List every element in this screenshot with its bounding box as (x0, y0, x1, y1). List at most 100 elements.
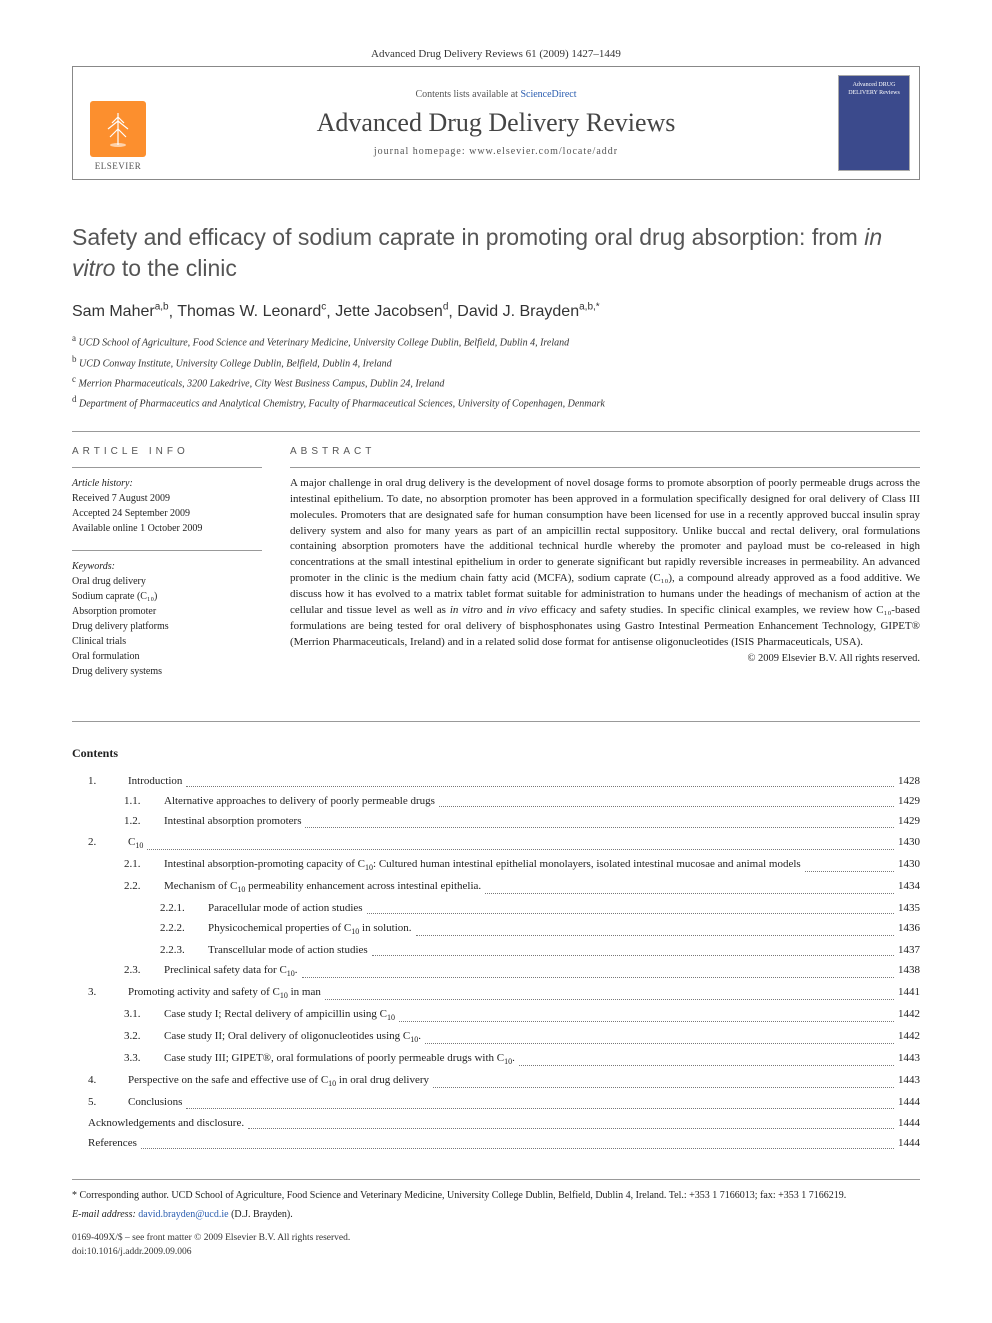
abstract-text: A major challenge in oral drug delivery … (290, 476, 920, 651)
toc-leader-dots (372, 940, 894, 956)
toc-leader-dots (186, 1092, 894, 1108)
toc-title: Preclinical safety data for C10. (164, 960, 298, 982)
running-head: Advanced Drug Delivery Reviews 61 (2009)… (72, 48, 920, 60)
corresponding-author-note: * Corresponding author. UCD School of Ag… (72, 1188, 920, 1203)
toc-leader-dots (433, 1070, 894, 1088)
page: Advanced Drug Delivery Reviews 61 (2009)… (0, 0, 992, 1289)
toc-row[interactable]: 4. Perspective on the safe and effective… (72, 1070, 920, 1092)
toc-row[interactable]: 2.2.3. Transcellular mode of action stud… (72, 940, 920, 960)
abstract-label: abstract (290, 446, 920, 457)
toc-title: Promoting activity and safety of C10 in … (128, 982, 321, 1004)
toc-row[interactable]: Acknowledgements and disclosure. 1444 (72, 1113, 920, 1133)
toc-leader-dots (302, 960, 894, 978)
toc-title: Intestinal absorption-promoting capacity… (164, 854, 801, 876)
toc-row[interactable]: 2.2. Mechanism of C10 permeability enhan… (72, 876, 920, 898)
toc-title: Acknowledgements and disclosure. (88, 1113, 244, 1133)
toc-row[interactable]: 3. Promoting activity and safety of C10 … (72, 982, 920, 1004)
email-line: E-mail address: david.brayden@ucd.ie (D.… (72, 1207, 920, 1222)
toc-num: 2. (88, 832, 128, 854)
toc-row[interactable]: 2.1. Intestinal absorption-promoting cap… (72, 854, 920, 876)
keywords-label: Keywords: (72, 559, 262, 574)
divider (290, 467, 920, 468)
toc-row[interactable]: 5. Conclusions 1444 (72, 1092, 920, 1112)
history-accepted: Accepted 24 September 2009 (72, 506, 262, 521)
toc-title: Case study I; Rectal delivery of ampicil… (164, 1004, 395, 1026)
toc-leader-dots (416, 918, 894, 936)
affiliation: c Merrion Pharmaceuticals, 3200 Lakedriv… (72, 372, 920, 392)
homepage-url[interactable]: www.elsevier.com/locate/addr (469, 146, 618, 157)
journal-name: Advanced Drug Delivery Reviews (171, 108, 821, 138)
toc-page: 1443 (898, 1048, 920, 1070)
toc-num: 4. (88, 1070, 128, 1092)
toc-page: 1444 (898, 1133, 920, 1153)
toc-leader-dots (141, 1133, 894, 1149)
toc-page: 1430 (898, 854, 920, 876)
author: Thomas W. Leonardc (177, 303, 326, 320)
corresponding-email[interactable]: david.brayden@ucd.ie (138, 1209, 228, 1220)
title-pre: Safety and efficacy of sodium caprate in… (72, 224, 864, 250)
toc-page: 1436 (898, 918, 920, 940)
toc-row[interactable]: 2. C10 1430 (72, 832, 920, 854)
toc-row[interactable]: 3.2. Case study II; Oral delivery of oli… (72, 1026, 920, 1048)
affiliation: d Department of Pharmaceutics and Analyt… (72, 392, 920, 412)
toc-row[interactable]: 2.2.2. Physicochemical properties of C10… (72, 918, 920, 940)
toc-row[interactable]: 2.3. Preclinical safety data for C10. 14… (72, 960, 920, 982)
toc-title: References (88, 1133, 137, 1153)
journal-cover-thumb: Advanced DRUG DELIVERY Reviews (838, 75, 910, 171)
toc-page: 1442 (898, 1026, 920, 1048)
toc-title: Case study II; Oral delivery of oligonuc… (164, 1026, 421, 1048)
history-received: Received 7 August 2009 (72, 491, 262, 506)
journal-homepage-line: journal homepage: www.elsevier.com/locat… (171, 146, 821, 157)
toc-num: 2.3. (124, 960, 164, 982)
toc-row[interactable]: 1. Introduction 1428 (72, 771, 920, 791)
toc-leader-dots (248, 1113, 894, 1129)
toc-row[interactable]: 3.1. Case study I; Rectal delivery of am… (72, 1004, 920, 1026)
keyword: Drug delivery systems (72, 664, 262, 679)
toc-row[interactable]: 1.2. Intestinal absorption promoters 142… (72, 811, 920, 831)
toc-leader-dots (367, 898, 894, 914)
toc-leader-dots (186, 771, 894, 787)
toc-page: 1444 (898, 1113, 920, 1133)
keyword: Sodium caprate (C₁₀) (72, 589, 262, 604)
toc-title: Perspective on the safe and effective us… (128, 1070, 429, 1092)
toc-num: 3. (88, 982, 128, 1004)
toc-row[interactable]: 3.3. Case study III; GIPET®, oral formul… (72, 1048, 920, 1070)
title-post: to the clinic (115, 255, 236, 281)
toc-title: Alternative approaches to delivery of po… (164, 791, 435, 811)
toc-leader-dots (485, 876, 894, 894)
doi: doi:10.1016/j.addr.2009.09.006 (72, 1246, 920, 1259)
toc-leader-dots (805, 854, 894, 872)
toc-row[interactable]: 1.1. Alternative approaches to delivery … (72, 791, 920, 811)
front-matter-copyright: 0169-409X/$ – see front matter © 2009 El… (72, 1232, 920, 1245)
toc-page: 1429 (898, 791, 920, 811)
author: Sam Mahera,b (72, 303, 169, 320)
keywords-list: Oral drug deliverySodium caprate (C₁₀)Ab… (72, 574, 262, 679)
keyword: Oral drug delivery (72, 574, 262, 589)
toc-page: 1429 (898, 811, 920, 831)
history-online: Available online 1 October 2009 (72, 521, 262, 536)
toc-title: Intestinal absorption promoters (164, 811, 301, 831)
toc-leader-dots (519, 1048, 894, 1066)
toc-page: 1443 (898, 1070, 920, 1092)
toc-num: 2.2. (124, 876, 164, 898)
divider (72, 550, 262, 551)
toc-row[interactable]: References 1444 (72, 1133, 920, 1153)
toc-page: 1441 (898, 982, 920, 1004)
divider (72, 431, 920, 432)
toc-num: 2.2.1. (160, 898, 208, 918)
email-after: (D.J. Brayden). (229, 1209, 293, 1220)
toc-title: Conclusions (128, 1092, 182, 1112)
abstract-copyright: © 2009 Elsevier B.V. All rights reserved… (290, 653, 920, 664)
toc-page: 1428 (898, 771, 920, 791)
toc-leader-dots (305, 811, 894, 827)
toc-row[interactable]: 2.2.1. Paracellular mode of action studi… (72, 898, 920, 918)
sciencedirect-link[interactable]: ScienceDirect (520, 89, 576, 100)
affiliations: a UCD School of Agriculture, Food Scienc… (72, 331, 920, 412)
email-label: E-mail address: (72, 1209, 138, 1220)
toc-num: 2.2.3. (160, 940, 208, 960)
toc-leader-dots (399, 1004, 894, 1022)
elsevier-tree-icon (90, 101, 146, 157)
toc-title: Mechanism of C10 permeability enhancemen… (164, 876, 481, 898)
toc-num: 2.2.2. (160, 918, 208, 940)
toc-num: 1.1. (124, 791, 164, 811)
